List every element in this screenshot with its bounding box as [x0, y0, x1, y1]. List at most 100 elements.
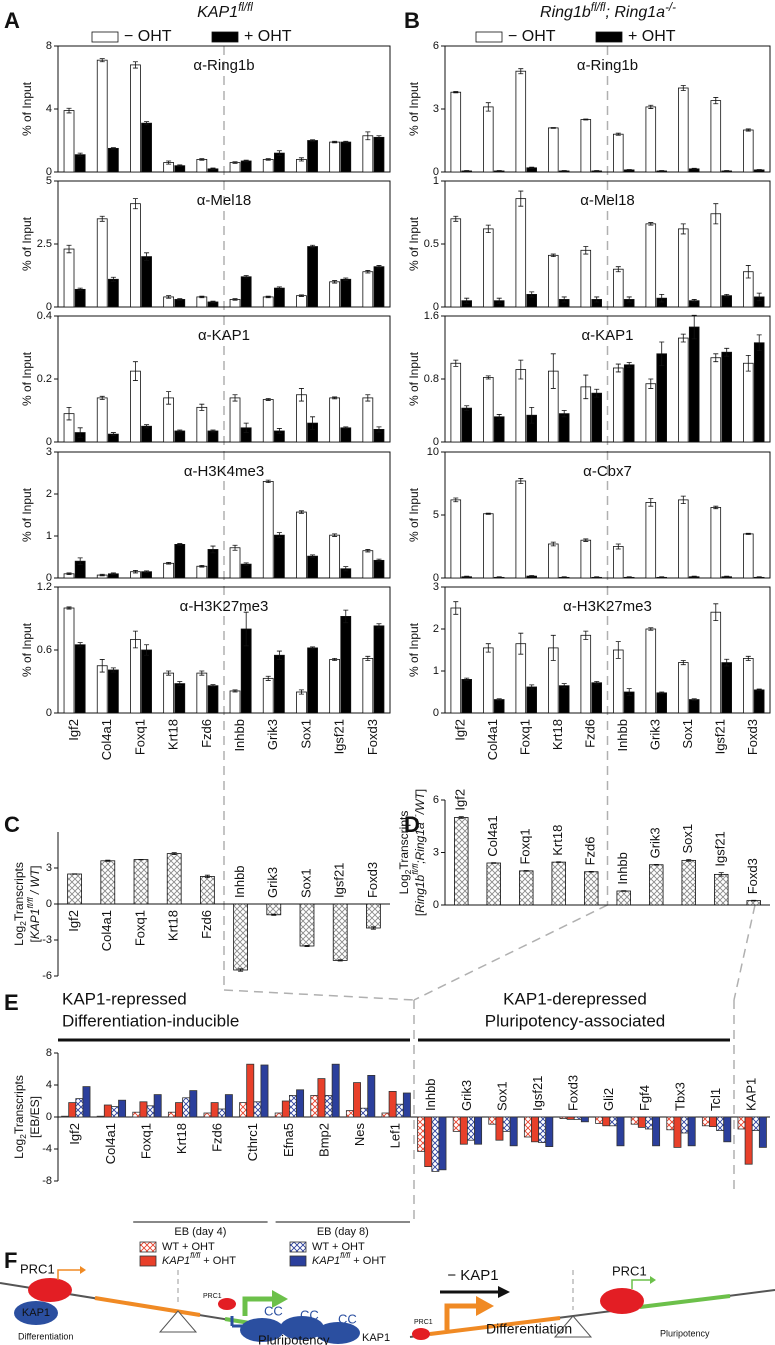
dashed-divider: [413, 904, 608, 1001]
error-bar: [648, 104, 654, 109]
error-bar: [66, 244, 72, 254]
bar: [580, 539, 592, 579]
y-axis-label: % of Input: [20, 622, 34, 677]
y-tick-label: 1.6: [424, 310, 439, 322]
bar: [353, 1082, 362, 1118]
error-bar: [745, 655, 751, 661]
bar: [203, 1112, 212, 1118]
error-bar: [713, 353, 719, 363]
bar: [288, 1095, 297, 1118]
error-bar: [594, 170, 600, 172]
chart-title: α-Mel18: [197, 192, 252, 209]
category-label: Igf2: [66, 719, 81, 741]
error-bar: [756, 334, 762, 352]
bar: [307, 246, 318, 308]
bar: [362, 658, 374, 714]
diagram-label: PRC1: [20, 1261, 55, 1276]
category-label: KAP1: [744, 1078, 759, 1111]
category-label: Inhbb: [232, 719, 247, 752]
error-bar: [615, 641, 621, 659]
text-part: 2: [18, 921, 28, 926]
bar: [613, 367, 624, 443]
bar: [637, 1116, 646, 1128]
bar: [743, 129, 754, 173]
text-part: ;Ring1a: [413, 822, 427, 864]
error-bar: [343, 426, 349, 430]
bar: [207, 685, 219, 714]
error-bar: [132, 570, 138, 574]
bar: [273, 287, 285, 308]
bar: [545, 1116, 554, 1148]
diagram-label: − KAP1: [447, 1267, 498, 1284]
bar: [196, 406, 208, 443]
bar: [139, 1101, 148, 1118]
bar: [217, 1108, 226, 1118]
y-tick-label: 0.8: [424, 373, 439, 385]
bar: [580, 1116, 589, 1123]
y-tick-label: 0: [46, 1111, 52, 1123]
text-part: KAP1: [197, 4, 238, 21]
text-part: 2: [18, 1134, 28, 1139]
category-label: Igsf21: [713, 719, 728, 754]
category-label: Gli2: [601, 1088, 616, 1111]
bar: [678, 337, 689, 443]
bar: [710, 100, 722, 173]
y-tick-label: -6: [42, 970, 52, 982]
bar: [296, 394, 307, 443]
bar: [687, 1116, 696, 1147]
y-tick-label: 0.6: [37, 644, 52, 656]
bar: [515, 70, 527, 173]
error-bar: [365, 549, 371, 553]
y-axis-label: [KAP1fl/fl / WT]: [25, 865, 42, 942]
error-bar: [583, 630, 589, 640]
error-bar: [265, 479, 271, 484]
error-bar: [485, 224, 491, 234]
bar: [240, 276, 252, 308]
bar: [431, 1116, 440, 1172]
bar: [96, 1115, 105, 1118]
category-label: Fzd6: [210, 1123, 225, 1152]
text-part: ; Ring1a: [605, 4, 665, 21]
category-label: Foxq1: [518, 828, 533, 864]
bar: [395, 1103, 404, 1118]
y-tick-label: 1: [46, 530, 52, 542]
error-bar: [594, 388, 600, 398]
y-tick-label: 0.2: [37, 373, 52, 385]
legend-swatch: [289, 1241, 307, 1253]
arrow: [242, 1296, 272, 1316]
text-part: KAP1: [312, 1255, 340, 1267]
error-bar: [343, 277, 349, 281]
error-bar: [615, 543, 621, 550]
bar: [737, 1116, 746, 1130]
chart-title: α-KAP1: [581, 327, 633, 344]
arrow-head: [476, 1296, 494, 1316]
error-bar: [648, 627, 654, 631]
bar: [329, 141, 341, 173]
error-bar: [751, 899, 757, 902]
error-bar: [177, 429, 183, 433]
error-bar: [144, 644, 150, 656]
y-tick-label: 1: [433, 665, 439, 677]
differentiation-genes: [429, 1316, 561, 1336]
category-label: Nes: [352, 1123, 367, 1147]
bar: [74, 644, 86, 714]
legend-label: − OHT: [508, 28, 556, 45]
y-tick-label: 0: [46, 166, 52, 178]
legend-swatch: [139, 1241, 157, 1253]
error-bar: [680, 223, 686, 235]
column-header: Ring1bfl/fl; Ring1a-/-: [540, 2, 676, 21]
bar: [461, 679, 472, 714]
error-bar: [298, 157, 304, 162]
error-bar: [232, 394, 238, 402]
error-bar: [66, 572, 72, 576]
chart-title: α-H3K27me3: [563, 598, 652, 615]
error-bar: [337, 959, 343, 962]
bar: [450, 499, 462, 579]
bar: [174, 683, 186, 714]
error-bar: [561, 170, 567, 172]
category-label: Col4a1: [485, 719, 500, 760]
kap1-protein: [316, 1322, 360, 1344]
error-bar: [626, 169, 632, 171]
chart-title: α-KAP1: [198, 327, 250, 344]
bar: [103, 1104, 112, 1118]
